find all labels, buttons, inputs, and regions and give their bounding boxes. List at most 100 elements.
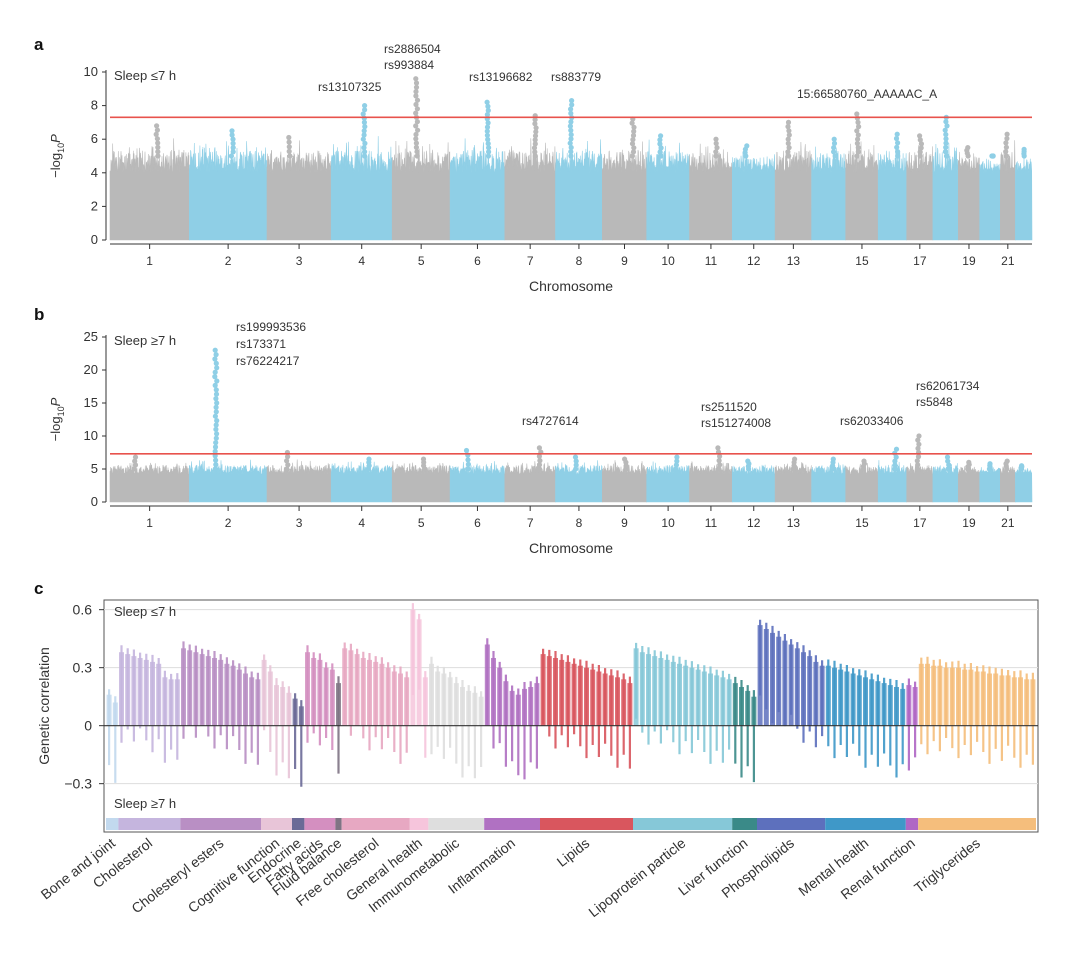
snp-point: [895, 153, 901, 159]
snp-point: [568, 144, 574, 151]
y-tick-label: 4: [91, 165, 98, 180]
snp-point: [943, 140, 949, 146]
snp-point: [361, 119, 367, 125]
x-tick-label: 8: [576, 254, 583, 268]
chromosome-1-body: [109, 138, 190, 241]
snp-point: [785, 149, 791, 155]
snp-annotation: rs2511520: [701, 400, 757, 414]
snp-point: [463, 447, 470, 454]
snp-point: [714, 145, 720, 151]
chromosome-12-body: [732, 464, 776, 503]
snp-point: [213, 426, 219, 432]
chromosome-19-points: [958, 459, 981, 503]
snp-point: [917, 149, 923, 155]
snp-annotation: rs883779: [551, 70, 601, 84]
snp-point: [131, 466, 137, 472]
x-tick-label: 15: [855, 254, 869, 268]
snp-point: [532, 137, 538, 143]
x-tick-label: 10: [661, 516, 675, 530]
chromosome-12-points: [732, 143, 776, 241]
chromosome-14-body: [811, 145, 847, 241]
snp-point: [945, 466, 951, 472]
y-label-sub: 10: [56, 143, 66, 153]
snp-point: [230, 140, 236, 146]
snp-point: [362, 107, 368, 113]
chromosome-2-points: [189, 347, 268, 503]
snp-point: [212, 374, 218, 380]
chromosome-2-body: [189, 141, 268, 241]
snp-point: [532, 141, 538, 147]
snp-point: [155, 153, 161, 159]
y-tick-label: 5: [91, 461, 98, 476]
y-axis-label: −log10P: [48, 134, 66, 178]
y-tick-label: 10: [84, 428, 98, 443]
chromosome-11-body: [689, 143, 733, 241]
snp-point: [917, 133, 923, 139]
snp-point: [212, 466, 218, 472]
snp-point: [213, 396, 219, 402]
snp-point: [536, 462, 543, 468]
category-label: Lipoprotein particle: [585, 835, 688, 921]
snp-point: [855, 132, 861, 138]
snp-point: [413, 131, 419, 138]
snp-point: [572, 454, 579, 460]
snp-annotation: rs62033406: [840, 414, 904, 428]
chromosome-13-points: [774, 456, 812, 503]
category-strip: [905, 818, 919, 830]
panel-title: Sleep ≥7 h: [114, 333, 176, 348]
y-tick-label: 0.6: [73, 602, 93, 618]
chromosome-12-body: [732, 152, 776, 241]
chromosome-9-points: [602, 456, 648, 503]
snp-point: [485, 103, 491, 109]
snp-point: [942, 149, 949, 155]
snp-annotation: rs13196682: [469, 70, 533, 84]
chromosome-16-body: [877, 145, 908, 241]
snp-point: [832, 153, 838, 159]
chromosome-15-points: [845, 458, 879, 503]
chromosome-20-points: [979, 153, 1001, 241]
snp-point: [132, 454, 139, 460]
y-tick-label: 2: [91, 198, 98, 213]
snp-point: [894, 131, 900, 137]
panel-title-top: Sleep ≤7 h: [114, 604, 176, 619]
snp-point: [536, 453, 543, 459]
chromosome-22-points: [1015, 463, 1033, 503]
chromosome-6-body: [449, 138, 506, 241]
snp-point: [214, 400, 220, 406]
snp-point: [362, 153, 368, 159]
snp-point: [1021, 146, 1027, 152]
snp-point: [286, 139, 292, 145]
x-tick-label: 4: [358, 516, 365, 530]
panel-title: Sleep ≤7 h: [114, 68, 176, 83]
snp-point: [361, 132, 367, 138]
snp-point: [485, 153, 491, 159]
snp-point: [942, 127, 948, 133]
snp-point: [213, 462, 219, 468]
snp-point: [943, 153, 950, 159]
snp-point: [715, 445, 721, 451]
snp-annotation: rs5848: [916, 395, 953, 409]
snp-point: [414, 149, 420, 155]
snp-point: [915, 437, 921, 443]
snp-point: [155, 140, 161, 146]
snp-point: [855, 145, 861, 151]
snp-annotation: rs173371: [236, 337, 286, 351]
chromosome-17-body: [906, 145, 934, 241]
panel-title-bottom: Sleep ≥7 h: [114, 796, 176, 811]
chromosome-4-points: [330, 456, 393, 503]
snp-point: [717, 462, 723, 468]
snp-annotation: rs151274008: [701, 416, 771, 430]
snp-point: [213, 440, 219, 446]
category-strip: [757, 818, 826, 830]
snp-point: [854, 140, 861, 146]
chromosome-19-body: [958, 151, 981, 241]
snp-point: [1004, 458, 1010, 464]
chromosome-11-points: [689, 136, 733, 241]
snp-point: [287, 153, 293, 159]
x-tick-label: 3: [296, 254, 303, 268]
snp-point: [567, 123, 574, 129]
panel-label: a: [34, 35, 44, 54]
snp-point: [465, 466, 471, 472]
chromosome-4-points: [330, 103, 393, 241]
category-strip: [118, 818, 181, 830]
